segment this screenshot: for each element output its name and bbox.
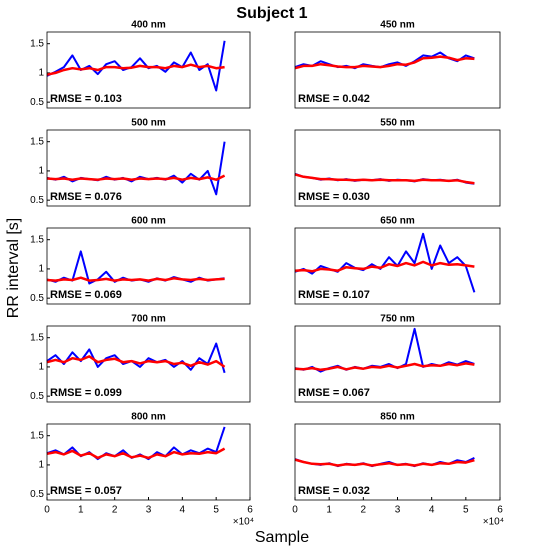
x-tick-label: 3 — [146, 505, 152, 516]
series-line — [46, 447, 226, 460]
x-tick-label: 2 — [112, 505, 118, 516]
rmse-annotation: RMSE = 0.030 — [298, 191, 370, 203]
axes-box — [46, 227, 251, 305]
panel-title: 400 nm — [131, 20, 166, 31]
panel-title: 600 nm — [131, 216, 166, 227]
y-tick-label: 1 — [38, 166, 44, 177]
figure-title: Subject 1 — [236, 5, 307, 22]
axes-box — [46, 423, 251, 501]
y-tick-label: 0.5 — [30, 391, 44, 402]
panel-title: 700 nm — [131, 314, 166, 325]
axes-box — [46, 129, 251, 207]
series-line — [46, 63, 225, 76]
panel-title: 550 nm — [380, 118, 415, 129]
rmse-annotation: RMSE = 0.032 — [298, 485, 370, 497]
x-tick-label: 2 — [361, 505, 367, 516]
panel-title: 750 nm — [380, 314, 415, 325]
series-line — [46, 40, 226, 92]
series-line — [46, 141, 226, 196]
x-tick-exponent: ×10⁴ — [233, 517, 254, 528]
rmse-annotation: RMSE = 0.076 — [50, 191, 122, 203]
series-line — [294, 232, 476, 293]
y-tick-label: 0.5 — [30, 97, 44, 108]
series-line — [294, 458, 475, 467]
panel-title: 450 nm — [380, 20, 415, 31]
y-tick-label: 1 — [38, 362, 44, 373]
series-line — [294, 362, 475, 372]
x-tick-label: 1 — [326, 505, 332, 516]
panel-title: 800 nm — [131, 412, 166, 423]
series-line — [46, 276, 225, 282]
rmse-annotation: RMSE = 0.042 — [298, 93, 370, 105]
rmse-annotation: RMSE = 0.057 — [50, 485, 122, 497]
y-tick-label: 1.5 — [30, 38, 44, 49]
y-axis-label: RR interval [s] — [5, 218, 22, 318]
y-tick-label: 1.5 — [30, 430, 44, 441]
x-tick-label: 1 — [78, 505, 84, 516]
rmse-annotation: RMSE = 0.103 — [50, 93, 122, 105]
series-line — [46, 355, 226, 368]
panel-title: 850 nm — [380, 412, 415, 423]
x-tick-label: 4 — [429, 505, 435, 516]
x-tick-label: 3 — [395, 505, 401, 516]
series-line — [294, 173, 475, 185]
series-line — [294, 260, 475, 273]
y-tick-label: 1.5 — [30, 332, 44, 343]
axes-box — [294, 129, 501, 207]
axes-box — [294, 31, 501, 109]
y-tick-label: 1.5 — [30, 234, 44, 245]
y-tick-label: 1 — [38, 264, 44, 275]
x-axis-label: Sample — [255, 529, 309, 546]
axes-box — [46, 325, 251, 403]
series-line — [46, 174, 226, 181]
x-tick-label: 6 — [497, 505, 503, 516]
axes-box — [294, 325, 501, 403]
x-tick-label: 6 — [247, 505, 253, 516]
panel-title: 650 nm — [380, 216, 415, 227]
axes-box — [46, 31, 251, 109]
x-tick-label: 5 — [463, 505, 469, 516]
axes-box — [294, 423, 501, 501]
rmse-annotation: RMSE = 0.069 — [50, 289, 122, 301]
y-tick-label: 1 — [38, 68, 44, 79]
panel-title: 500 nm — [131, 118, 166, 129]
rmse-annotation: RMSE = 0.107 — [298, 289, 370, 301]
y-tick-label: 1.5 — [30, 136, 44, 147]
x-tick-label: 4 — [180, 505, 186, 516]
series-line — [294, 55, 475, 70]
x-tick-label: 5 — [213, 505, 219, 516]
y-tick-label: 0.5 — [30, 195, 44, 206]
rmse-annotation: RMSE = 0.099 — [50, 387, 122, 399]
x-tick-label: 0 — [44, 505, 50, 516]
x-tick-exponent: ×10⁴ — [483, 517, 504, 528]
x-tick-label: 0 — [292, 505, 298, 516]
rmse-annotation: RMSE = 0.067 — [298, 387, 370, 399]
y-tick-label: 0.5 — [30, 293, 44, 304]
y-tick-label: 0.5 — [30, 489, 44, 500]
axes-box — [294, 227, 501, 305]
y-tick-label: 1 — [38, 460, 44, 471]
